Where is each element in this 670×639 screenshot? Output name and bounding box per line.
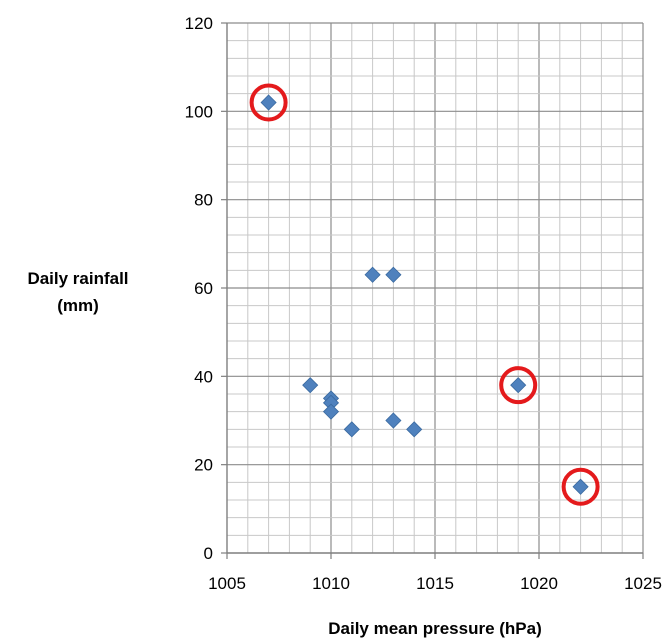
highlight-circles xyxy=(249,83,600,506)
data-point xyxy=(322,403,340,420)
highlight-circle xyxy=(561,467,600,506)
data-point xyxy=(302,377,319,394)
data-point xyxy=(572,478,589,495)
data-points xyxy=(260,94,589,495)
x-tick-label: 1015 xyxy=(416,574,454,593)
y-axis-title-line-1: Daily rainfall xyxy=(27,269,128,288)
y-tick-label: 60 xyxy=(194,279,213,298)
x-tick-label: 1010 xyxy=(312,574,350,593)
data-point xyxy=(260,94,277,111)
data-point xyxy=(364,266,381,283)
highlight-circle xyxy=(249,83,288,122)
data-point xyxy=(343,421,360,438)
y-tick-label: 80 xyxy=(194,191,213,210)
axes xyxy=(221,22,644,559)
grid-lines xyxy=(227,22,644,553)
y-tick-label: 100 xyxy=(185,102,213,121)
y-tick-label: 120 xyxy=(185,14,213,33)
data-point xyxy=(510,377,527,394)
x-tick-label: 1025 xyxy=(624,574,662,593)
x-tick-label: 1005 xyxy=(208,574,246,593)
y-tick-label: 40 xyxy=(194,367,213,386)
data-point xyxy=(385,266,402,283)
data-point xyxy=(406,421,423,438)
tick-labels: 0 20 40 60 80 100 120 1005 1010 1015 1020 1025 xyxy=(185,14,662,593)
x-tick-label: 1020 xyxy=(520,574,558,593)
y-tick-label: 20 xyxy=(194,456,213,475)
x-axis-title: Daily mean pressure (hPa) xyxy=(328,619,542,638)
data-point xyxy=(385,412,402,429)
highlight-circle xyxy=(499,366,538,405)
y-tick-label: 0 xyxy=(204,544,213,563)
y-axis-title-line-2: (mm) xyxy=(57,296,99,315)
